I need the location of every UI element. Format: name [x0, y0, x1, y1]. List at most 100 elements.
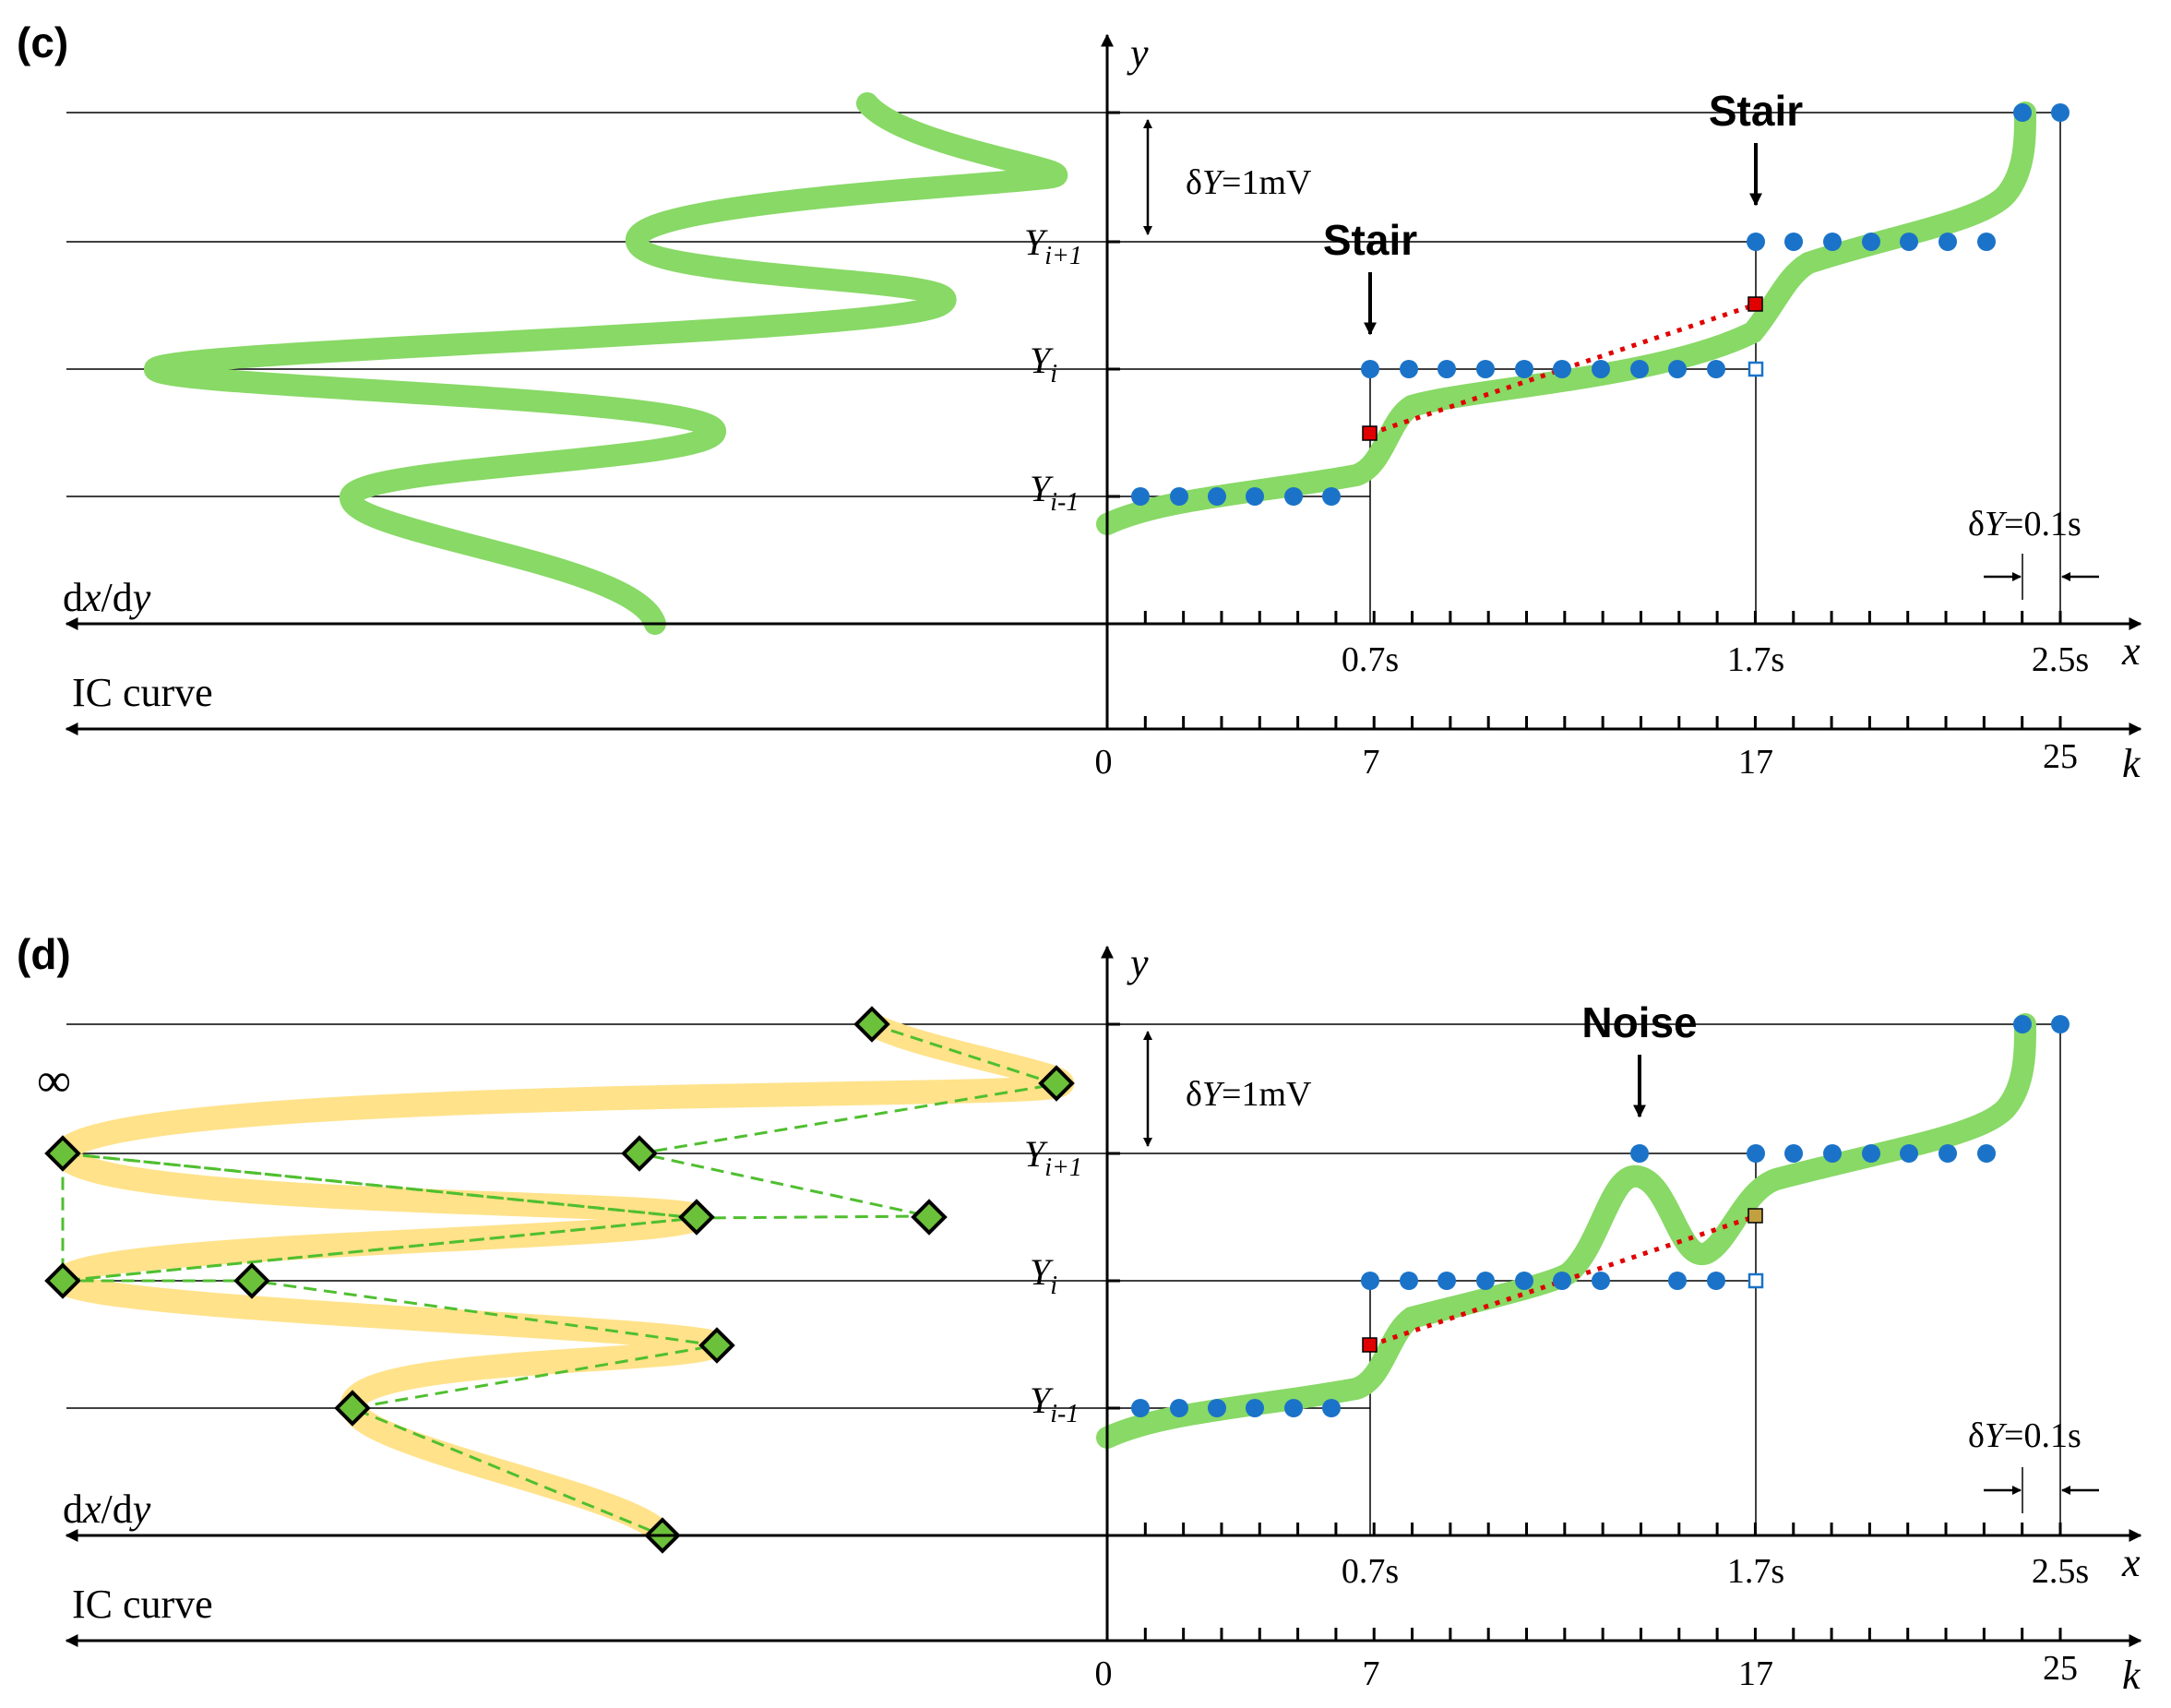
sample-dot [1170, 487, 1188, 506]
sample-dot [1630, 360, 1649, 378]
sample-dot [1823, 233, 1842, 251]
x-tick-label: 2.5s [2032, 640, 2089, 679]
sample-dot [1747, 233, 1765, 251]
panel-c: (c) [17, 18, 2142, 786]
diamond-marker [334, 1390, 371, 1427]
x-tick-label: 0.7s [1342, 1552, 1399, 1591]
dxdy-dashed-line [62, 1152, 698, 1283]
sample-dot [1592, 360, 1610, 378]
red-square-marker [1362, 425, 1378, 441]
delta-y-voltage-label: δY=1mV [1186, 163, 1312, 202]
red-dotted-line [1369, 1213, 1757, 1348]
panel-label: (d) [17, 930, 71, 978]
sample-dot [1592, 1272, 1610, 1290]
k-tick-label: 7 [1363, 743, 1380, 782]
sample-dot [1208, 487, 1226, 506]
sample-dot [1862, 1144, 1880, 1163]
ic-curve-label: IC curve [72, 670, 213, 715]
sample-dot [1977, 1144, 1996, 1163]
diamond-marker [1038, 1065, 1075, 1102]
sample-dot [1823, 1144, 1842, 1163]
sample-dot [1284, 487, 1303, 506]
sample-dot [2013, 103, 2032, 122]
sample-dot [1400, 360, 1418, 378]
k-tick-label: 17 [1738, 743, 1773, 782]
red-square-marker [1748, 296, 1763, 312]
sample-dot [1322, 1399, 1341, 1417]
stair-annotation: Stair [1323, 216, 1417, 264]
level-label-y-i-plus-1: Yi+1 [1024, 221, 1082, 270]
sample-dot [1668, 360, 1687, 378]
y-axis-label: y [1127, 30, 1149, 76]
y-axis-label: y [1127, 940, 1149, 985]
x-axis-label: x [2121, 1540, 2141, 1585]
x-tick-label: 1.7s [1727, 1552, 1784, 1591]
stair-annotation: Stair [1709, 87, 1803, 135]
delta-y-time-label: δY=0.1s [1968, 505, 2082, 543]
k-tick-label: 0 [1095, 743, 1113, 782]
panel-label: (c) [17, 18, 68, 66]
diamond-marker [44, 1262, 81, 1299]
sample-dot [1131, 487, 1150, 506]
sample-dot [1322, 487, 1341, 506]
sample-dot [2013, 1015, 2032, 1033]
x-tick-label: 0.7s [1342, 640, 1399, 679]
k-tick-label: 17 [1738, 1654, 1773, 1693]
dxdy-dashed-line [61, 1022, 1057, 1537]
sample-dots [1131, 1015, 2070, 1417]
dxdy-curve [143, 92, 1068, 635]
diamond-marker [853, 1006, 890, 1043]
dxdy-diamonds [44, 1006, 1075, 1554]
sample-dot [1400, 1272, 1418, 1290]
x-axis-ticks [1143, 611, 2062, 624]
k-tick-label: 0 [1095, 1654, 1113, 1693]
k-axis-label: k [2122, 741, 2141, 786]
sample-dot [1476, 1272, 1495, 1290]
dxdy-band [49, 1012, 1074, 1547]
k-tick-label: 7 [1363, 1654, 1380, 1693]
panel-d: (d) [17, 930, 2142, 1698]
sample-dot [1437, 1272, 1456, 1290]
infinity-symbol: ∞ [37, 1055, 71, 1107]
sample-dot [1208, 1399, 1226, 1417]
level-label-y-i: Yi [1030, 1251, 1057, 1300]
open-square-marker [1748, 361, 1764, 377]
sample-dot [1900, 1144, 1918, 1163]
diamond-marker [621, 1135, 658, 1172]
sample-dot [1131, 1399, 1150, 1417]
sample-dot [1977, 233, 1996, 251]
sample-dot [1515, 1272, 1533, 1290]
diamond-marker [233, 1262, 270, 1299]
sample-dot [1361, 360, 1379, 378]
sample-dot [1862, 233, 1880, 251]
x-tick-label: 1.7s [1727, 640, 1784, 679]
red-square-marker [1362, 1337, 1378, 1353]
sample-dot [1553, 360, 1571, 378]
sample-dot [1747, 1144, 1765, 1163]
level-lines [66, 112, 2061, 624]
level-label-y-i-minus-1: Yi-1 [1030, 468, 1079, 517]
sample-dot [1938, 233, 1957, 251]
sample-dot [1246, 1399, 1264, 1417]
sample-dot [1476, 360, 1495, 378]
level-label-y-i-minus-1: Yi-1 [1030, 1380, 1079, 1428]
sample-dot [1900, 233, 1918, 251]
sample-dot [1707, 360, 1725, 378]
x-axis-ticks [1143, 1523, 2062, 1535]
level-label-y-i-plus-1: Yi+1 [1024, 1133, 1082, 1182]
noise-annotation: Noise [1581, 998, 1697, 1046]
sample-dot [1784, 233, 1803, 251]
open-square-marker [1748, 1272, 1764, 1289]
ic-curve-label: IC curve [72, 1582, 213, 1627]
delta-y-time-label: δY=0.1s [1968, 1416, 2082, 1455]
step-curve [1096, 1013, 2036, 1449]
k-axis-ticks [1143, 1628, 2062, 1641]
dxdy-axis-label: dx/dy [63, 575, 151, 620]
sample-dot [1707, 1272, 1725, 1290]
sample-dot [1361, 1272, 1379, 1290]
sample-dot [1668, 1272, 1687, 1290]
k-axis-ticks [1143, 716, 2062, 729]
diamond-marker [698, 1327, 735, 1364]
sample-dots [1131, 103, 2070, 506]
